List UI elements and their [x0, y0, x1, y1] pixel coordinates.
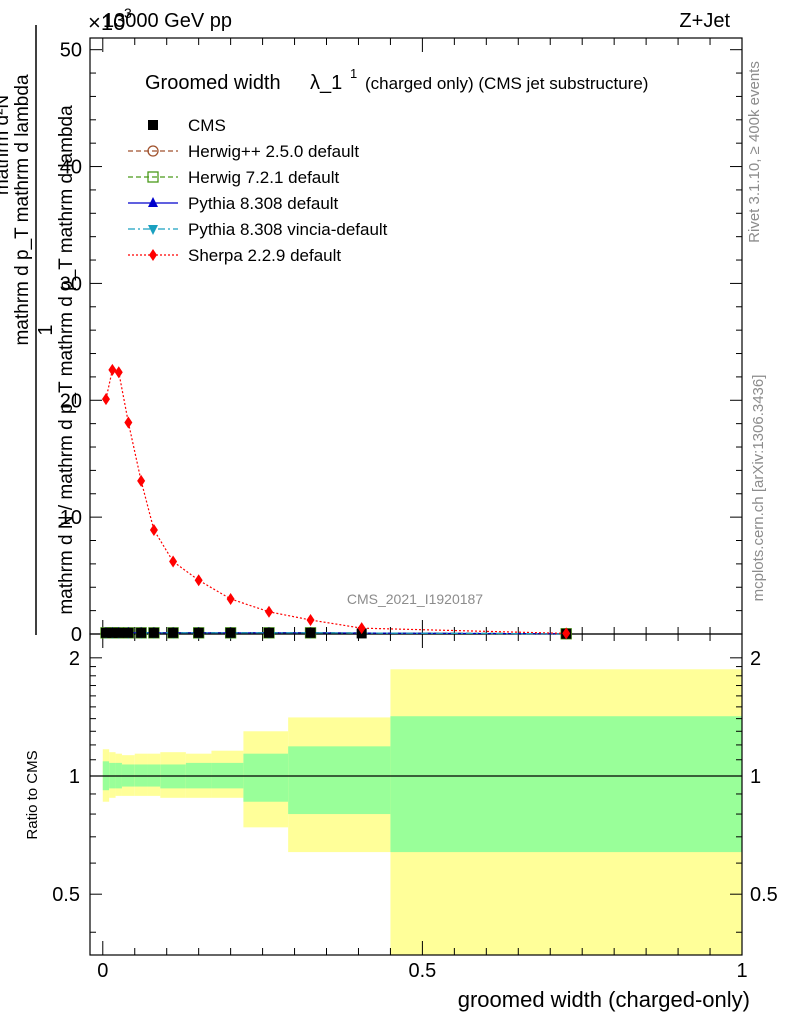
ratio-ytick-label-right: 0.5	[750, 884, 778, 906]
data-point	[100, 627, 111, 638]
ratio-ylabel: Ratio to CMS	[24, 750, 41, 839]
ratio-bands	[90, 669, 742, 955]
ylabel-one: 1	[35, 324, 57, 335]
ylabel-bottom: mathrm d N / mathrm d p_T mathrm d p_T m…	[56, 105, 77, 615]
legend-label: Pythia 8.308 vincia-default	[188, 220, 388, 239]
legend-item: Pythia 8.308 default	[128, 194, 339, 213]
data-point	[107, 627, 118, 638]
rivet-label: Rivet 3.1.10, ≥ 400k events	[746, 61, 763, 243]
legend-marker	[148, 225, 158, 235]
mcplots-label: mcplots.cern.ch [arXiv:1306.3436]	[750, 375, 767, 602]
data-point	[137, 474, 146, 487]
data-point	[148, 627, 159, 638]
data-point	[305, 627, 316, 638]
data-point	[136, 627, 147, 638]
ratio-ytick-label: 1	[69, 766, 80, 788]
ratio-frame-box	[89, 633, 743, 956]
main-ytick-label: 50	[60, 40, 82, 62]
process-label: Z+Jet	[679, 10, 730, 32]
legend-item: CMS	[148, 116, 226, 135]
ratio-plot-frame	[89, 633, 743, 956]
data-point	[306, 613, 315, 626]
ratio-band-green-10	[288, 746, 391, 815]
legend-item: Herwig++ 2.5.0 default	[128, 142, 359, 161]
xtick-label: 1	[736, 960, 747, 982]
data-point	[113, 627, 124, 638]
ylabel-top-dN: mathrm d²N	[0, 95, 13, 195]
main-ylabel: 1 mathrm d p_T mathrm d lambda mathrm d²…	[0, 25, 77, 635]
analysis-watermark: CMS_2021_I1920187	[347, 591, 483, 607]
title-main: Groomed width	[145, 72, 281, 94]
main-ytick-label: 30	[60, 273, 82, 295]
legend: CMS Herwig++ 2.5.0 default Herwig 7.2.1 de…	[128, 116, 388, 265]
exponent: 3	[124, 5, 132, 21]
ratio-ytick-label-right: 2	[750, 648, 761, 670]
ratio-ytick-label: 0.5	[52, 884, 80, 906]
data-point	[264, 605, 273, 618]
legend-marker	[149, 249, 157, 261]
data-point	[194, 574, 203, 587]
data-point	[357, 622, 366, 635]
ratio-ytick-label-right: 1	[750, 766, 761, 788]
main-ytick-label: 10	[60, 507, 82, 529]
main-y-ticks: 0 10 20 30 40 50	[60, 40, 742, 646]
energy-label: 13000 GeV pp	[103, 10, 232, 32]
series-line	[105, 369, 567, 635]
x-ticks: 0 0.5 1	[97, 38, 748, 982]
legend-marker	[148, 197, 158, 207]
data-point	[101, 393, 110, 406]
legend-label: Pythia 8.308 default	[188, 194, 339, 213]
plot-title: Groomed width λ_1 1 (charged only) (CMS …	[145, 66, 648, 94]
data-point	[169, 555, 178, 568]
main-ytick-label: 0	[71, 624, 82, 646]
data-point	[108, 363, 117, 376]
ratio-y-ticks: 0.5 0.5 1 1 2 2	[52, 648, 778, 933]
legend-label: Sherpa 2.2.9 default	[188, 246, 341, 265]
x-axis-label: groomed width (charged-only)	[458, 987, 750, 1012]
legend-item: Pythia 8.308 vincia-default	[128, 220, 388, 239]
legend-item: Sherpa 2.2.9 default	[128, 246, 341, 265]
series-sherpa-2-2-9-default	[101, 363, 571, 640]
ratio-ytick-label: 2	[69, 648, 80, 670]
xtick-label: 0	[97, 960, 108, 982]
data-point	[225, 627, 236, 638]
data-point	[114, 366, 123, 379]
exponent-prefix: ×10	[88, 10, 125, 35]
title-suffix: (charged only) (CMS jet substructure)	[365, 74, 648, 93]
data-point	[124, 416, 133, 429]
legend-marker	[147, 171, 159, 183]
xtick-label: 0.5	[408, 960, 436, 982]
data-point	[562, 627, 571, 640]
main-ytick-label: 40	[60, 157, 82, 179]
data-point	[263, 627, 274, 638]
legend-marker	[147, 145, 159, 157]
ylabel-top: mathrm d p_T mathrm d lambda	[12, 74, 33, 345]
legend-label: CMS	[188, 116, 226, 135]
ratio-band-green-11	[390, 716, 742, 853]
data-point	[168, 627, 179, 638]
ratio-band-green-9	[243, 753, 289, 802]
legend-marker	[148, 120, 158, 130]
data-point	[193, 627, 204, 638]
legend-label: Herwig++ 2.5.0 default	[188, 142, 359, 161]
title-sup: 1	[350, 66, 357, 81]
title-symbol: λ_1	[310, 72, 342, 94]
data-point	[226, 592, 235, 605]
legend-label: Herwig 7.2.1 default	[188, 168, 339, 187]
legend-item: Herwig 7.2.1 default	[128, 168, 339, 187]
data-point	[123, 627, 134, 638]
data-point	[149, 523, 158, 536]
main-ytick-label: 20	[60, 390, 82, 412]
series-layer	[100, 363, 572, 640]
